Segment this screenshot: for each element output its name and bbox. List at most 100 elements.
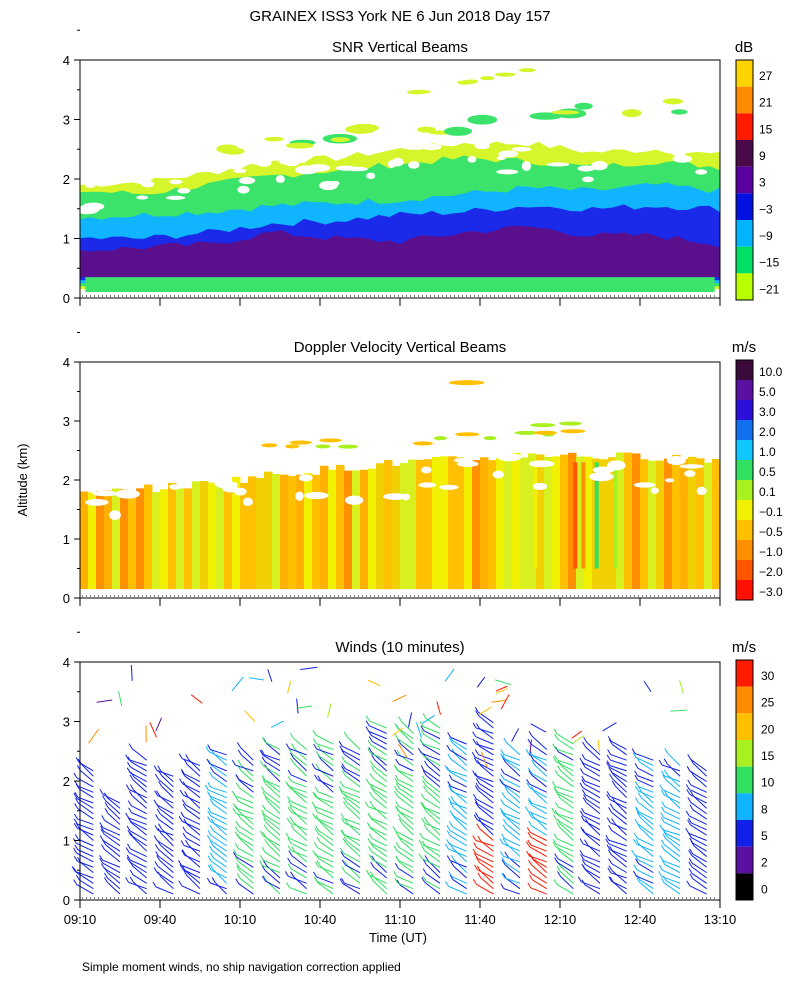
wind-barb: [610, 766, 627, 771]
snr-high-layer-cell: [519, 68, 536, 72]
wind-barb-flag: [558, 766, 561, 771]
wind-barb-upper: [232, 677, 243, 691]
wind-barb: [294, 763, 307, 776]
wind-barb: [240, 879, 253, 889]
doppler-column: [104, 491, 113, 590]
doppler-data-gap: [295, 492, 303, 501]
wind-barb-flag: [477, 741, 480, 746]
wind-barb-flag: [472, 752, 475, 757]
wind-barb: [587, 742, 600, 754]
wind-barb-flag: [369, 792, 372, 797]
wind-barb: [692, 863, 706, 872]
wind-barb: [77, 873, 94, 884]
wind-barb: [375, 760, 387, 771]
snr-data-gap: [512, 147, 532, 152]
wind-barb-flag: [398, 814, 401, 819]
wind-barb-flag: [394, 786, 397, 791]
wind-barb: [108, 807, 120, 819]
wind-barb-flag: [686, 784, 689, 789]
wind-barb: [103, 860, 120, 867]
doppler-data-gap: [93, 491, 118, 496]
wind-barb: [241, 771, 253, 782]
snr-colorbar-swatch: [736, 220, 753, 247]
doppler-upper-cell: [559, 422, 582, 426]
snr-data-gap: [408, 161, 419, 169]
winds-colorbar-swatch: [736, 660, 753, 687]
wind-barb: [289, 887, 306, 894]
doppler-data-gap: [697, 487, 707, 495]
wind-barb-flag: [502, 792, 505, 797]
wind-barb-flag: [312, 802, 315, 807]
wind-barb-flag: [235, 843, 238, 848]
wind-barb: [584, 821, 600, 830]
wind-barb-flag: [689, 868, 692, 873]
wind-barb-flag: [156, 814, 159, 819]
wind-barb: [640, 762, 654, 771]
snr-colorbar-swatch: [736, 60, 753, 87]
wind-barb-flag: [366, 726, 369, 731]
wind-barb-flag: [557, 871, 560, 876]
wind-barb: [615, 786, 626, 798]
doppler-colorbar-label: −2.0: [759, 565, 783, 579]
wind-barb: [583, 844, 600, 851]
doppler-colorbar-swatch: [736, 500, 753, 520]
wind-barb-flag: [687, 766, 690, 771]
winds-colorbar-label: 5: [761, 829, 768, 843]
wind-barb-flag: [529, 821, 532, 826]
wind-barb-flag: [395, 791, 398, 796]
wind-barb: [108, 813, 120, 824]
wind-barb-flag: [74, 848, 77, 853]
doppler-column: [520, 457, 529, 589]
doppler-data-gap: [402, 494, 410, 501]
snr-upper-layer-cell: [331, 137, 350, 142]
wind-barb-flag: [369, 834, 372, 839]
wind-barb-flag: [235, 827, 238, 832]
wind-barb-flag: [208, 817, 211, 822]
wind-barb: [156, 887, 173, 894]
wind-barb-flag: [473, 732, 476, 737]
doppler-data-gap: [115, 489, 140, 498]
wind-barb-upper: [368, 680, 381, 686]
wind-barb-flag: [366, 870, 369, 875]
winds-colorbar-swatch: [736, 873, 753, 900]
x-tick-label: 10:10: [224, 912, 257, 927]
snr-data-gap: [547, 162, 570, 166]
snr-colorbar-swatch: [736, 247, 753, 274]
wind-barb: [160, 814, 173, 825]
doppler-colorbar-label: 0.5: [759, 465, 776, 479]
snr-upper-layer-cell: [551, 110, 579, 114]
wind-barb-flag: [585, 840, 588, 845]
wind-barb-flag: [315, 787, 318, 792]
wind-barb-flag: [236, 821, 239, 826]
wind-barb: [397, 876, 414, 883]
wind-barb-flag: [74, 814, 77, 819]
wind-barb-flag: [632, 850, 635, 855]
doppler-streak: [533, 462, 537, 568]
wind-barb-flag: [420, 739, 423, 744]
wind-barb-upper: [680, 680, 684, 693]
wind-barb-upper: [512, 729, 519, 742]
doppler-column: [696, 458, 705, 589]
wind-barb-upper: [408, 713, 411, 728]
wind-barb: [317, 848, 333, 857]
wind-barb: [557, 734, 573, 744]
wind-barb-flag: [395, 806, 398, 811]
wind-barb-upper: [501, 695, 509, 710]
wind-barb-flag: [501, 774, 504, 779]
wind-barb-flag: [126, 785, 129, 790]
wind-barb: [610, 796, 627, 803]
wind-barb-flag: [528, 868, 531, 873]
wind-barb-flag: [529, 860, 532, 865]
doppler-data-gap: [419, 482, 437, 487]
wind-barb-flag: [583, 742, 586, 747]
doppler-data-gap: [439, 485, 458, 490]
snr-data-gap: [522, 161, 531, 171]
wind-barb-flag: [607, 818, 610, 823]
wind-barb-flag: [553, 815, 556, 820]
doppler-data-gap: [651, 487, 659, 494]
wind-barb: [424, 735, 440, 744]
doppler-column: [288, 476, 297, 589]
winds-colorbar-swatch: [736, 713, 753, 740]
wind-barb-flag: [582, 790, 585, 795]
panel-unit-winds: m/s: [732, 639, 756, 656]
